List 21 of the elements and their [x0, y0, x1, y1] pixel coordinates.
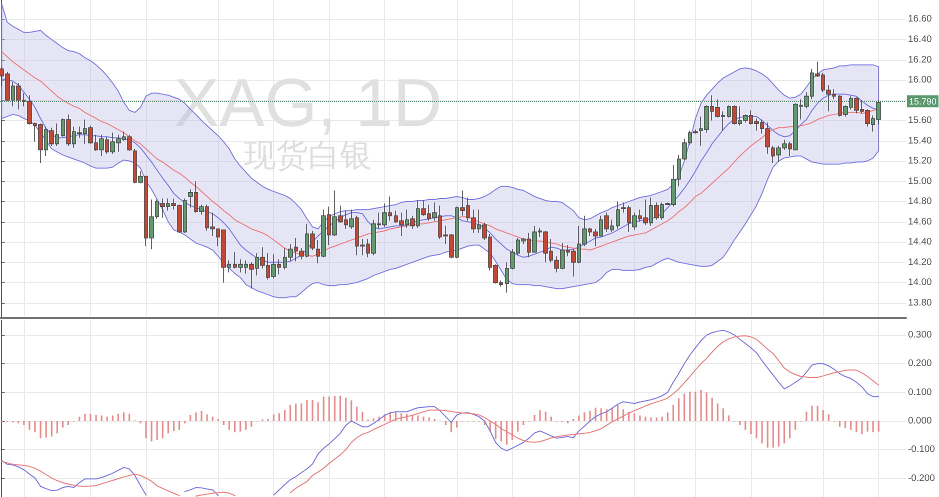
- y-tick-label: 14.60: [908, 216, 932, 228]
- y-tick-label: 16.60: [908, 14, 932, 25]
- y-tick-label: -0.200: [908, 472, 935, 484]
- y-tick-label: 14.00: [908, 277, 932, 288]
- y-tick-label: 13.80: [908, 297, 932, 308]
- y-tick-label: 14.20: [908, 256, 932, 268]
- y-tick-label: 15.20: [908, 156, 932, 167]
- y-tick-label: 14.40: [908, 236, 932, 248]
- y-tick-label: 15.00: [908, 176, 932, 187]
- y-tick-label: 15.60: [908, 115, 932, 126]
- y-tick-label: 0.000: [908, 415, 932, 426]
- y-tick-label: 14.80: [908, 196, 932, 208]
- y-tick-label: 16.40: [908, 34, 932, 45]
- y-tick-label: 16.20: [908, 54, 932, 66]
- y-tick-label: 0.200: [908, 358, 932, 370]
- y-tick-label: -0.100: [908, 444, 935, 456]
- y-tick-label: 15.40: [908, 135, 932, 146]
- y-tick-label: 16.00: [908, 74, 932, 86]
- ref-line-label: 15.790: [909, 96, 937, 106]
- y-tick-label: 0.300: [908, 329, 932, 340]
- y-tick-label: 0.100: [908, 386, 932, 398]
